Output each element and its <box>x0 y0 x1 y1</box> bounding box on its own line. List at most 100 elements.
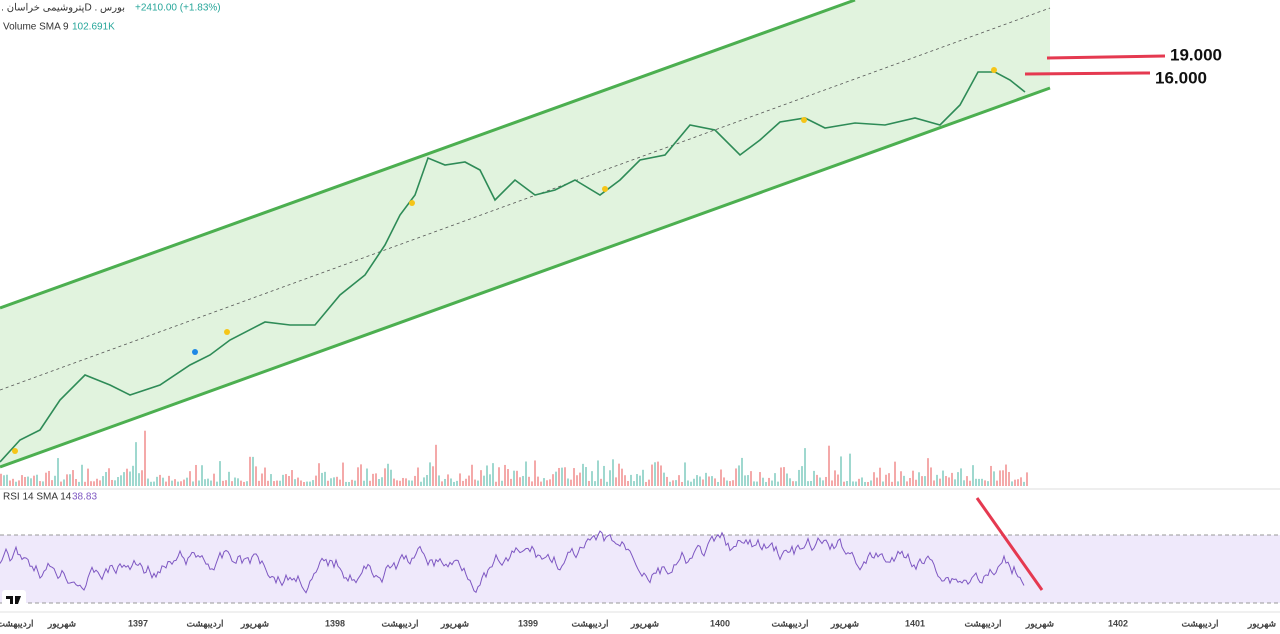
volume-bar <box>255 466 257 486</box>
volume-bar <box>780 467 782 486</box>
volume-bar <box>708 476 710 486</box>
volume-bar <box>495 481 497 486</box>
volume-bar <box>630 474 632 486</box>
volume-bar <box>669 481 671 486</box>
volume-bar <box>567 478 569 486</box>
volume-bar <box>603 465 605 486</box>
volume-bar <box>621 468 623 486</box>
volume-bar <box>261 473 263 486</box>
volume-bar <box>813 470 815 486</box>
volume-bar <box>894 461 896 486</box>
volume-bar <box>1026 472 1028 486</box>
volume-bar <box>423 477 425 486</box>
volume-bar <box>72 470 74 486</box>
volume-bar <box>720 469 722 486</box>
volume-bar <box>897 481 899 486</box>
volume-bar <box>576 475 578 486</box>
volume-bar <box>777 481 779 486</box>
volume-bar <box>120 475 122 486</box>
volume-bar <box>426 474 428 486</box>
volume-bar <box>753 481 755 486</box>
volume-bar <box>360 464 362 486</box>
target-line <box>1046 54 1166 60</box>
volume-bar <box>594 481 596 486</box>
volume-bar <box>111 479 113 486</box>
volume-bar <box>144 430 146 486</box>
volume-bar <box>63 479 65 486</box>
volume-bar <box>666 476 668 486</box>
volume-bar <box>135 442 137 486</box>
volume-bar <box>681 481 683 486</box>
volume-bar <box>636 474 638 486</box>
volume-bar <box>549 479 551 486</box>
volume-bar <box>654 462 656 486</box>
volume-bar <box>831 480 833 486</box>
time-label: اردیبهشت <box>0 618 34 629</box>
volume-bar <box>381 477 383 486</box>
volume-bar <box>126 468 128 486</box>
volume-bar <box>591 471 593 486</box>
volume-bar <box>534 460 536 486</box>
volume-bar <box>972 465 974 486</box>
volume-bar <box>312 480 314 486</box>
signal-dot <box>12 448 18 454</box>
volume-bar <box>138 473 140 486</box>
volume-bar <box>210 480 212 486</box>
volume-bar <box>372 473 374 486</box>
volume-bar <box>459 473 461 486</box>
volume-bar <box>249 456 251 486</box>
volume-bar <box>465 478 467 486</box>
volume-bar <box>450 478 452 486</box>
volume-bar <box>939 478 941 486</box>
time-axis-labels: اردیبهشت شهریور 1397 اردیبهشت شهریور 1398 اردی… <box>0 618 1276 629</box>
volume-bar <box>243 481 245 486</box>
signal-dot <box>224 329 230 335</box>
volume-bar <box>393 478 395 486</box>
volume-bar <box>303 481 305 486</box>
volume-bar <box>888 473 890 486</box>
volume-bar <box>876 477 878 486</box>
signal-dot <box>801 117 807 123</box>
volume-bar <box>921 476 923 486</box>
volume-bar <box>672 480 674 486</box>
volume-bar <box>156 476 158 486</box>
volume-bar <box>162 477 164 486</box>
volume-bar <box>432 466 434 486</box>
volume-bar <box>366 468 368 486</box>
signal-dot <box>409 200 415 206</box>
volume-bar <box>186 477 188 486</box>
volume-bar <box>288 476 290 486</box>
volume-bar <box>546 480 548 486</box>
volume-bar <box>768 477 770 486</box>
volume-bar <box>507 469 509 486</box>
volume-bar <box>60 481 62 486</box>
volume-bars <box>0 430 1028 486</box>
rsi-value: 38.83 <box>72 492 97 503</box>
volume-bar <box>657 461 659 486</box>
time-label: شهریور <box>47 618 76 629</box>
volume-bar <box>462 480 464 486</box>
volume-bar <box>114 480 116 486</box>
volume-bar <box>501 480 503 486</box>
volume-bar <box>123 472 125 486</box>
volume-bar <box>516 470 518 486</box>
volume-bar <box>39 481 41 486</box>
volume-bar <box>612 459 614 486</box>
volume-bar <box>909 477 911 486</box>
volume-bar <box>294 479 296 486</box>
volume-bar <box>900 471 902 486</box>
volume-bar <box>693 478 695 486</box>
volume-bar <box>453 481 455 486</box>
time-label: شهریور <box>630 618 659 629</box>
volume-bar <box>906 481 908 486</box>
time-label: شهریور <box>240 618 269 629</box>
volume-bar <box>414 475 416 486</box>
volume-bar <box>543 478 545 486</box>
volume-bar <box>264 467 266 486</box>
volume-bar <box>177 481 179 486</box>
volume-bar <box>213 473 215 486</box>
volume-label: Volume SMA 9 <box>3 22 69 33</box>
volume-bar <box>234 477 236 486</box>
volume-bar <box>330 478 332 486</box>
volume-bar <box>981 478 983 486</box>
